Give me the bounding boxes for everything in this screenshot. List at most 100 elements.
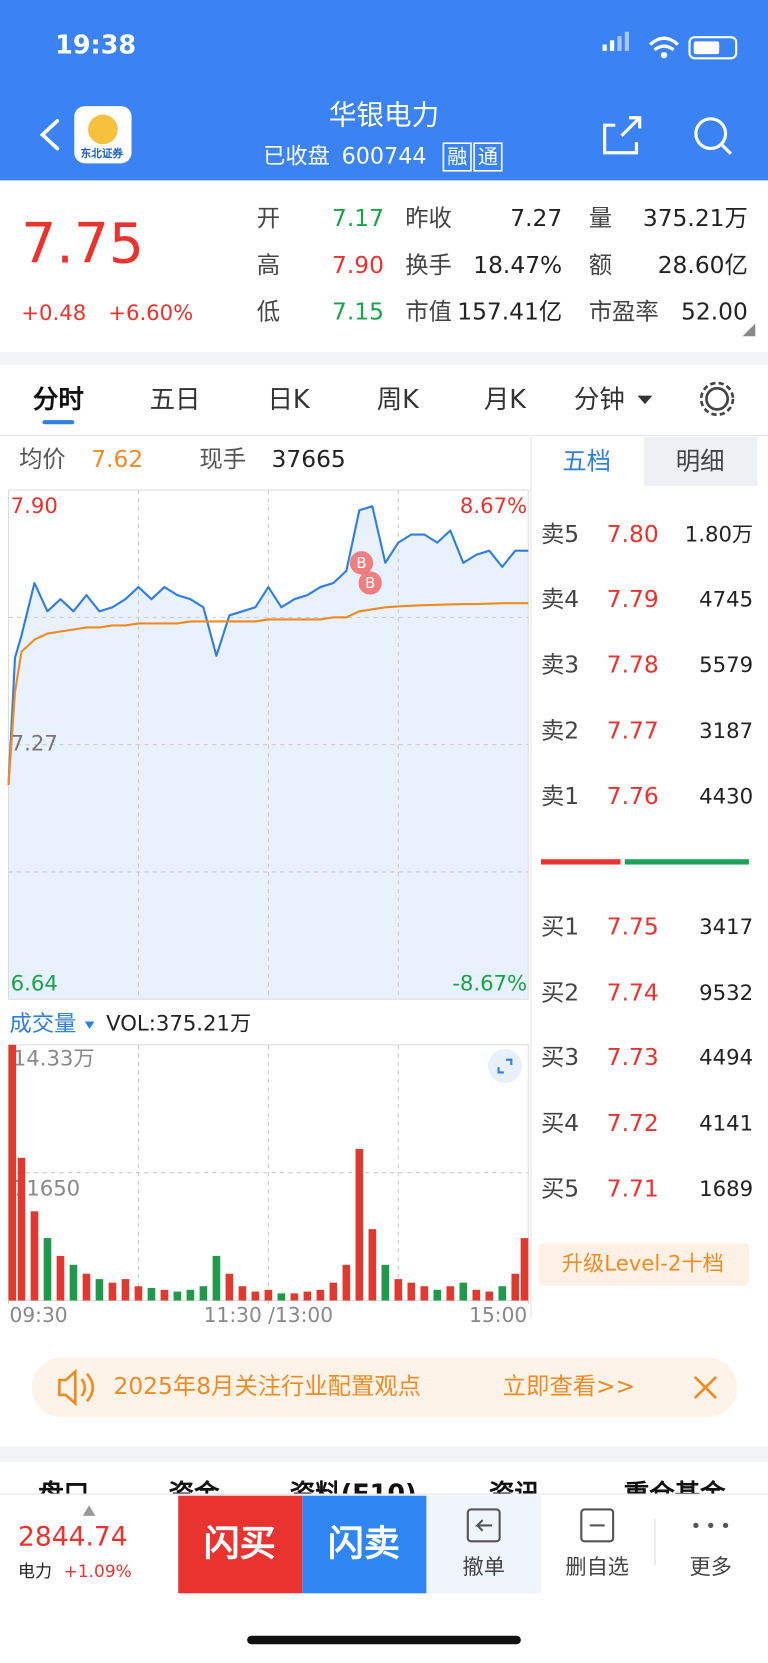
volume-bar [186, 1289, 195, 1301]
index-name: 电力 [18, 1562, 52, 1582]
tab-indicator [42, 420, 75, 425]
buy-button [178, 1495, 303, 1594]
book-volume: 3417 [699, 915, 753, 940]
book-label: 卖2 [541, 716, 579, 744]
index-value: 2844.74 [18, 1522, 128, 1553]
book-volume: 4430 [699, 785, 753, 810]
hand-label: 现手 [199, 445, 246, 473]
cancel-button [426, 1495, 541, 1594]
book-label: 买5 [541, 1175, 579, 1203]
stat-label: 市值 [405, 297, 452, 325]
period-tab[interactable]: 日K [267, 385, 310, 415]
more-icon [693, 1522, 699, 1529]
y2-tick-label: 8.67% [460, 494, 527, 519]
expand-button[interactable] [487, 1049, 522, 1084]
tag-box [442, 142, 472, 172]
volume-bar [277, 1293, 286, 1301]
stat-value: 28.60亿 [658, 251, 748, 279]
volume-bar [56, 1255, 65, 1301]
volume-bar [290, 1293, 299, 1301]
volume-title[interactable]: 成交量 [10, 1011, 77, 1037]
x-tick-label: 11:30 /13:00 [204, 1303, 333, 1327]
dropdown-arrow [84, 1021, 95, 1029]
trade-marker-label: B [365, 574, 375, 592]
stat-label: 换手 [405, 251, 452, 279]
stat-value: 52.00 [681, 297, 748, 325]
search-button[interactable] [694, 117, 728, 151]
period-tab[interactable]: 五日 [150, 385, 201, 415]
share-button [603, 116, 642, 155]
y-tick-label: 7.90 [11, 494, 58, 519]
stat-value: 7.15 [332, 297, 384, 325]
period-tab[interactable]: 分钟 [574, 385, 625, 415]
volume-bar [485, 1291, 494, 1301]
volume-bar [69, 1264, 78, 1301]
trade-marker [349, 551, 374, 575]
book-volume: 4141 [699, 1111, 753, 1136]
corner-mark [742, 323, 756, 337]
stock-name: 华银电力 [329, 99, 439, 132]
volume-bar [368, 1229, 377, 1301]
book-price: 7.71 [607, 1175, 659, 1203]
back-button [39, 119, 60, 151]
volume-bar [520, 1238, 529, 1301]
stat-value: 157.41亿 [457, 297, 562, 325]
banner [31, 1357, 738, 1418]
volume-bar [251, 1291, 260, 1301]
book-volume: 1689 [699, 1177, 753, 1202]
y-tick-label: 7.27 [11, 732, 58, 757]
book-price: 7.76 [607, 782, 659, 810]
home-indicator [247, 1635, 521, 1645]
divider [0, 1446, 768, 1462]
status-time: 19:38 [55, 31, 136, 61]
book-price: 7.79 [607, 585, 659, 613]
battery [688, 36, 738, 60]
volume-bar [199, 1286, 208, 1301]
period-tab[interactable]: 月K [484, 385, 527, 415]
sell-text[interactable]: 闪卖 [328, 1523, 400, 1565]
buy-text[interactable]: 闪买 [204, 1523, 276, 1565]
period-tab[interactable]: 周K [377, 385, 420, 415]
book-price: 7.75 [607, 913, 659, 941]
order-tab[interactable]: 五档 [562, 446, 611, 475]
banner-link[interactable]: 立即查看>> [503, 1372, 635, 1400]
avg-line [7, 602, 529, 786]
volume-bar [160, 1289, 169, 1301]
book-label: 卖4 [541, 585, 579, 613]
stat-value: 7.90 [332, 251, 384, 279]
cancel-text[interactable]: 撤单 [463, 1555, 505, 1580]
signal-bar [624, 31, 630, 51]
sell-button [302, 1495, 427, 1594]
book-price: 7.80 [607, 520, 659, 548]
volume-bar [121, 1279, 130, 1301]
volume-bar [433, 1289, 442, 1301]
volume-bar [82, 1273, 91, 1301]
change-pct: +6.60% [108, 301, 193, 326]
remove-text[interactable]: 删自选 [565, 1555, 629, 1580]
stat-value: 7.27 [510, 204, 562, 232]
tag-box [473, 142, 503, 172]
order-tab[interactable]: 明细 [676, 446, 725, 475]
period-tab[interactable]: 分时 [33, 385, 84, 415]
volume-bar [498, 1286, 507, 1301]
more-text[interactable]: 更多 [690, 1555, 732, 1580]
upgrade-text[interactable]: 升级Level-2十档 [562, 1251, 724, 1276]
volume-bar [472, 1289, 481, 1301]
price-line [7, 505, 529, 786]
volume-bar [17, 1157, 26, 1301]
settings-button[interactable] [705, 386, 730, 411]
y2-tick-label: -8.67% [452, 971, 527, 996]
ratio-bar-bid [624, 859, 749, 865]
logo-text: 东北证券 [81, 147, 124, 160]
volume-bar [420, 1286, 429, 1301]
banner-text: 2025年8月关注行业配置观点 [114, 1372, 422, 1400]
book-price: 7.73 [607, 1043, 659, 1071]
settings-button [699, 381, 735, 417]
tag: 通 [478, 145, 498, 169]
stat-label: 昨收 [405, 204, 452, 232]
book-label: 卖1 [541, 782, 579, 810]
stat-label: 市盈率 [589, 297, 659, 325]
volume-bar [212, 1255, 221, 1301]
volume-bar [459, 1282, 468, 1301]
